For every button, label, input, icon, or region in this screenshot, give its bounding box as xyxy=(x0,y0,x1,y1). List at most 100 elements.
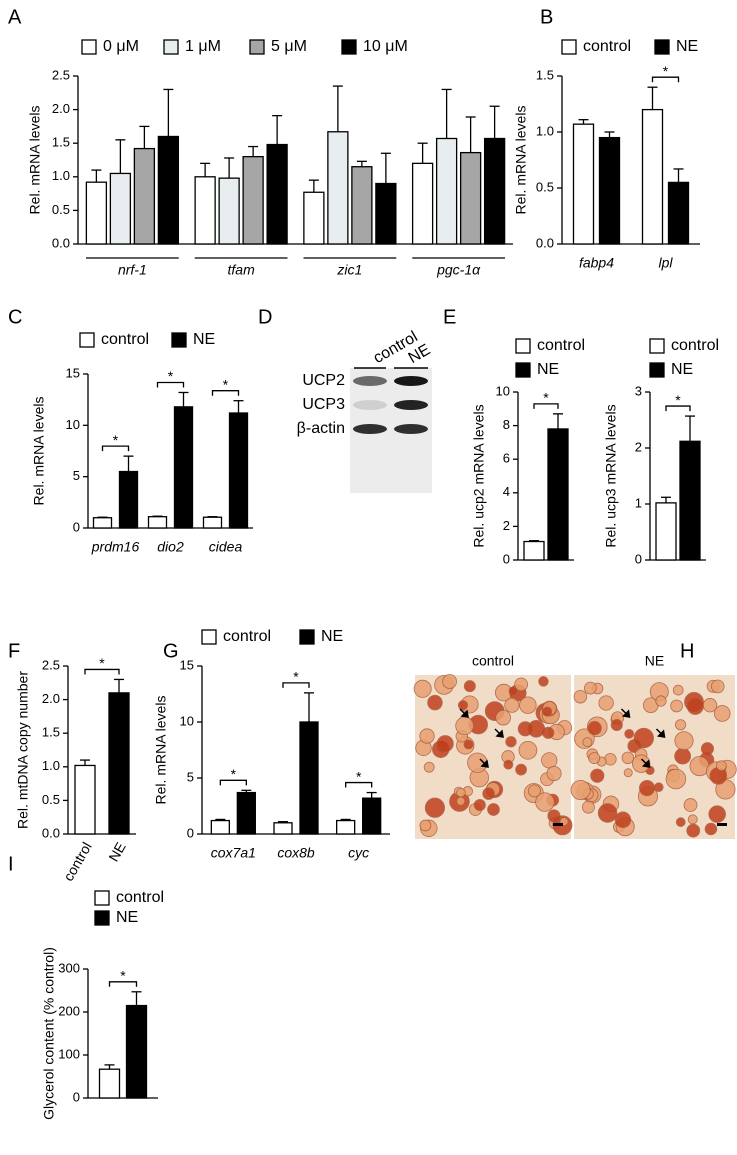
cell xyxy=(633,727,654,749)
y-tick-label: 0 xyxy=(635,551,642,566)
cell xyxy=(587,721,602,736)
error-bar xyxy=(332,85,343,132)
significance-label: * xyxy=(231,766,237,782)
y-axis-label: Rel. ucp3 mRNA levels xyxy=(603,404,619,547)
bar xyxy=(299,721,319,835)
y-tick-label: 1.5 xyxy=(536,67,554,82)
cell xyxy=(614,811,632,829)
legend-swatch xyxy=(515,362,531,378)
y-tick-label: 0 xyxy=(73,519,80,534)
cell xyxy=(590,768,605,783)
y-tick-label: 0.0 xyxy=(536,235,554,250)
y-tick-label: 0 xyxy=(187,825,194,840)
cell xyxy=(503,759,514,770)
band xyxy=(394,424,428,434)
arrow xyxy=(479,758,489,768)
y-tick-label: 1.5 xyxy=(52,135,70,150)
y-tick-label: 100 xyxy=(58,1046,80,1061)
x-tick-label: zic1 xyxy=(336,262,362,278)
row-label: UCP3 xyxy=(302,396,345,413)
x-tick-label: NE xyxy=(105,839,129,864)
error-bar xyxy=(200,162,211,177)
scale-bar xyxy=(553,823,563,826)
legend-label: control xyxy=(101,331,149,348)
x-tick-label: fabp4 xyxy=(579,255,614,271)
band xyxy=(353,400,387,410)
legend-label: 10 μM xyxy=(363,38,408,55)
cell xyxy=(672,684,684,696)
bar xyxy=(273,822,293,835)
legend-label: NE xyxy=(193,331,215,348)
cell xyxy=(538,676,549,687)
cell xyxy=(687,814,698,825)
y-tick-label: 6 xyxy=(503,451,510,466)
scale-bar xyxy=(717,823,727,826)
cell xyxy=(423,761,435,773)
significance-label: * xyxy=(675,392,681,408)
bar xyxy=(547,428,569,561)
legend-swatch xyxy=(94,890,110,906)
bar xyxy=(157,135,180,245)
x-tick-label: dio2 xyxy=(157,539,184,555)
bar xyxy=(92,517,113,529)
bar xyxy=(435,137,458,245)
cell xyxy=(527,784,541,798)
cell xyxy=(686,697,704,715)
significance-bracket xyxy=(84,668,120,675)
legend-swatch xyxy=(649,338,665,354)
legend-swatch xyxy=(654,39,670,55)
error-bar xyxy=(104,1064,115,1070)
error-bar xyxy=(308,179,319,193)
bar xyxy=(173,406,194,529)
panel-label: A xyxy=(8,6,22,28)
cell xyxy=(456,796,466,806)
legend-label: 0 μM xyxy=(103,38,139,55)
bar xyxy=(572,123,595,245)
y-tick-label: 200 xyxy=(58,1003,80,1018)
cell xyxy=(527,720,546,738)
error-bar xyxy=(553,413,563,429)
cell xyxy=(711,679,725,694)
x-tick-label: lpl xyxy=(658,255,673,271)
legend-label: NE xyxy=(537,361,559,378)
bar xyxy=(483,137,506,245)
band xyxy=(353,376,387,386)
significance-label: * xyxy=(168,368,174,384)
cell xyxy=(463,739,474,750)
cell xyxy=(541,752,558,769)
cell xyxy=(419,728,435,744)
cell xyxy=(573,689,588,704)
bar xyxy=(327,131,349,245)
cell xyxy=(598,695,614,711)
error-bar xyxy=(366,791,377,799)
error-bar xyxy=(114,678,124,693)
error-bar xyxy=(272,114,283,145)
y-axis-label: Glycerol content (% control) xyxy=(41,947,57,1120)
error-bar xyxy=(139,125,150,149)
x-tick-label: tfam xyxy=(228,262,256,278)
legend-swatch xyxy=(81,39,97,55)
cell xyxy=(655,695,667,707)
y-tick-label: 10 xyxy=(180,713,194,728)
cell xyxy=(621,751,635,765)
error-bar xyxy=(80,759,90,766)
cell xyxy=(674,731,694,751)
legend-label: control xyxy=(116,889,164,906)
bar xyxy=(351,166,373,245)
y-tick-label: 0.5 xyxy=(52,202,70,217)
legend-label: NE xyxy=(676,38,698,55)
cell xyxy=(665,768,687,790)
cell xyxy=(670,699,683,713)
cell xyxy=(419,819,432,832)
panel-label: D xyxy=(258,306,272,328)
significance-label: * xyxy=(120,967,126,983)
x-tick-label: pgc-1α xyxy=(436,262,481,278)
significance-bracket xyxy=(219,779,247,786)
bar xyxy=(266,143,288,245)
cell xyxy=(546,765,562,782)
cell xyxy=(639,780,656,797)
bar xyxy=(336,819,356,835)
legend-swatch xyxy=(561,39,577,55)
x-tick-label: control xyxy=(60,839,95,883)
